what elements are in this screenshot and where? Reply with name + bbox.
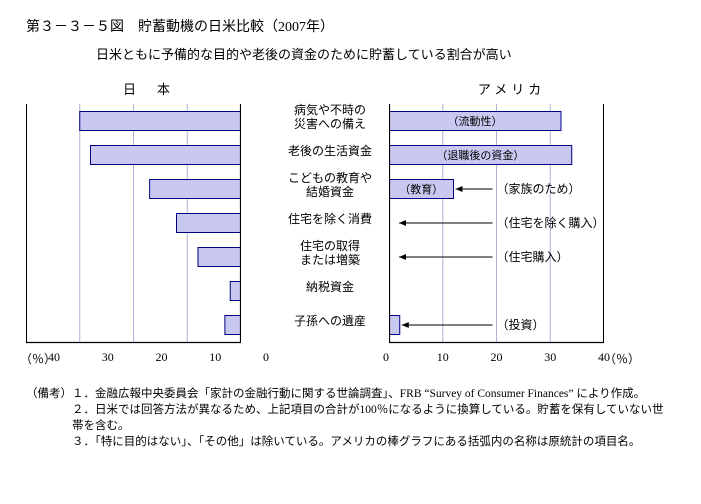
note-head: （備考） — [26, 385, 72, 401]
usa-tick-label: 0 — [383, 350, 389, 365]
usa-arrow-label: （住宅購入） — [497, 249, 569, 264]
japan-tick-label: 0 — [263, 350, 269, 365]
usa-chart: （流動性） （退職後の資金） （教育） （家族のため） （住宅を除く購入） （住宅購入） （… — [389, 104, 604, 348]
usa-bar-label: （教育） — [399, 182, 443, 196]
usa-bar-label: （退職後の資金） — [436, 148, 524, 162]
usa-bar-label: （流動性） — [448, 114, 503, 128]
category-label: こどもの教育や結婚資金 — [271, 169, 389, 203]
figure-subtitle: 日米ともに予備的な目的や老後の資金のために貯蓄している割合が高い — [96, 44, 675, 63]
usa-bar — [389, 316, 400, 335]
usa-tick-label: 20 — [491, 350, 503, 365]
japan-bar — [225, 316, 241, 335]
japan-tick-label: 40 — [48, 350, 60, 365]
category-label: 子孫への遺産 — [271, 305, 389, 339]
category-label: 病気や不時の災害への備え — [271, 101, 389, 135]
japan-tick-label: 30 — [102, 350, 114, 365]
japan-tick-label: 10 — [209, 350, 221, 365]
note-head — [26, 433, 72, 449]
japan-chart — [26, 104, 241, 348]
category-label: 老後の生活資金 — [271, 135, 389, 169]
usa-tick-label: 10 — [437, 350, 449, 365]
usa-tick-label: 30 — [544, 350, 556, 365]
usa-arrow-label: （投資） — [497, 317, 545, 332]
charts-container: 日 本 （％） 403020100 病気や不時の災害への備え老後の生活資金こども… — [26, 79, 675, 367]
japan-bar — [80, 112, 241, 131]
japan-bar — [177, 214, 242, 233]
usa-tick-label: 40 — [598, 350, 610, 365]
note-head — [26, 401, 72, 433]
japan-bar — [198, 248, 241, 267]
japan-bar — [230, 282, 241, 301]
note-body: ３．「特に目的はない」、「その他」は除いている。アメリカの棒グラフにある括弧内の… — [72, 433, 675, 449]
category-label: 納税資金 — [271, 271, 389, 305]
note-body: １．金融広報中央委員会「家計の金融行動に関する世論調査」、FRB “Survey… — [72, 385, 675, 401]
japan-tick-label: 20 — [156, 350, 168, 365]
japan-chart-title: 日 本 — [26, 79, 271, 98]
japan-bar — [150, 180, 241, 199]
usa-arrow-label: （家族のため） — [497, 181, 581, 196]
category-labels-column: 病気や不時の災害への備え老後の生活資金こどもの教育や結婚資金住宅を除く消費住宅の… — [271, 79, 389, 339]
note-body: ２．日米では回答方法が異なるため、上記項目の合計が100％になるように換算してい… — [72, 401, 675, 433]
usa-arrow-label: （住宅を除く購入） — [497, 215, 605, 230]
notes: （備考）１．金融広報中央委員会「家計の金融行動に関する世論調査」、FRB “Su… — [26, 385, 675, 449]
category-label: 住宅の取得または増築 — [271, 237, 389, 271]
japan-bar — [91, 146, 242, 165]
category-label: 住宅を除く消費 — [271, 203, 389, 237]
usa-chart-title: アメリカ — [389, 79, 634, 98]
figure-title: 第３－３－５図 貯蓄動機の日米比較（2007年） — [26, 16, 675, 36]
